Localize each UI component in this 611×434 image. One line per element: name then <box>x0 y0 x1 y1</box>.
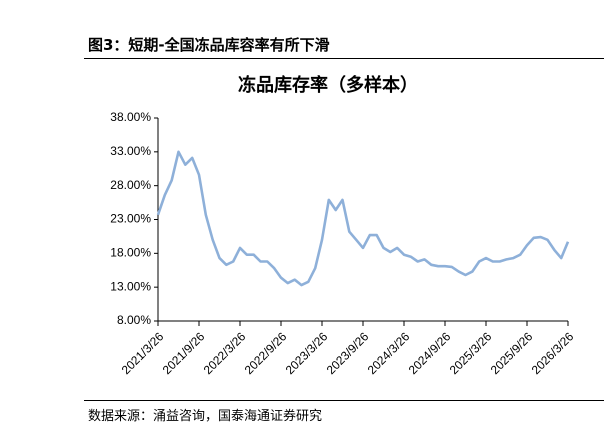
x-tick-label: 2021/3/26 <box>119 329 167 377</box>
x-tick-label: 2025/3/26 <box>447 329 495 377</box>
y-tick-label: 18.00% <box>110 246 151 260</box>
header-rule <box>84 58 604 59</box>
y-tick-label: 8.00% <box>117 313 151 327</box>
data-line <box>156 150 570 287</box>
chart-title: 冻品库存率（多样本） <box>238 74 418 96</box>
x-tick-label: 2022/3/26 <box>201 329 249 377</box>
x-tick-label: 2021/9/26 <box>160 329 208 377</box>
x-tick-label: 2023/9/26 <box>324 329 372 377</box>
figure-title: 图3：短期-全国冻品库容率有所下滑 <box>88 36 330 54</box>
y-tick-label: 13.00% <box>110 279 151 293</box>
y-tick-label: 38.00% <box>110 110 151 124</box>
source-note: 数据来源：涌益咨询，国泰海通证券研究 <box>88 409 323 424</box>
x-tick-label: 2024/9/26 <box>406 329 454 377</box>
x-tick-label: 2023/3/26 <box>283 329 331 377</box>
x-tick-label: 2025/9/26 <box>488 329 536 377</box>
x-tick-label: 2026/3/26 <box>529 329 577 377</box>
y-tick-label: 28.00% <box>110 178 151 192</box>
y-tick-label: 33.00% <box>110 144 151 158</box>
y-tick-label: 23.00% <box>110 212 151 226</box>
x-tick-label: 2024/3/26 <box>365 329 413 377</box>
x-tick-label: 2022/9/26 <box>242 329 290 377</box>
footer-rule <box>84 400 604 401</box>
